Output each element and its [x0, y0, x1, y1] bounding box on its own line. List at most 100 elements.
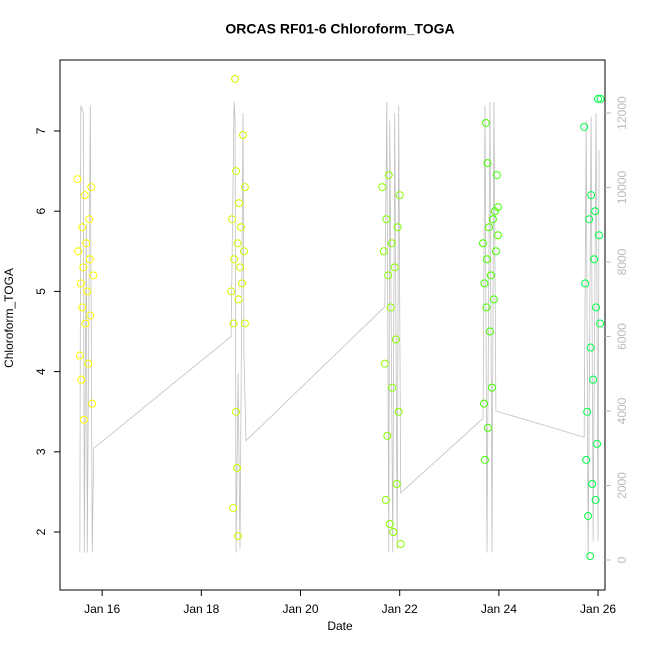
- point: [393, 223, 402, 232]
- point: [386, 303, 395, 312]
- point: [493, 231, 502, 240]
- point: [87, 183, 96, 192]
- point: [491, 247, 500, 256]
- point: [230, 255, 239, 264]
- y2-tick-label: 10000: [615, 171, 629, 205]
- point: [584, 511, 593, 520]
- point: [84, 359, 93, 368]
- x-tick-label: Jan 16: [84, 602, 120, 616]
- point: [596, 319, 605, 328]
- point: [232, 167, 241, 176]
- point: [234, 295, 243, 304]
- point: [595, 231, 604, 240]
- point: [391, 335, 400, 344]
- point: [587, 191, 596, 200]
- x-tick-label: Jan 20: [282, 602, 318, 616]
- point: [89, 271, 98, 280]
- point: [233, 239, 242, 248]
- point: [580, 122, 589, 131]
- point: [73, 175, 82, 184]
- point: [593, 439, 602, 448]
- y-tick-label: 5: [34, 288, 48, 295]
- point: [493, 203, 502, 212]
- point: [589, 375, 598, 384]
- y-tick-label: 4: [34, 368, 48, 375]
- point: [384, 271, 393, 280]
- point: [395, 191, 404, 200]
- point: [239, 247, 248, 256]
- point: [490, 207, 499, 216]
- point: [387, 239, 396, 248]
- point: [235, 199, 244, 208]
- point: [588, 479, 597, 488]
- point: [237, 223, 246, 232]
- point: [240, 319, 249, 328]
- point: [78, 223, 87, 232]
- point: [85, 255, 94, 264]
- point: [381, 495, 390, 504]
- x-axis-label: Date: [327, 619, 353, 633]
- point: [380, 359, 389, 368]
- y2-tick-label: 12000: [615, 96, 629, 130]
- point: [86, 311, 95, 320]
- y2-tick-label: 6000: [615, 323, 629, 350]
- point: [82, 239, 91, 248]
- point: [384, 171, 393, 180]
- point: [489, 295, 498, 304]
- point: [394, 407, 403, 416]
- point: [486, 271, 495, 280]
- point: [80, 191, 89, 200]
- point: [487, 383, 496, 392]
- point: [385, 519, 394, 528]
- point: [585, 215, 594, 224]
- y-tick-label: 6: [34, 208, 48, 215]
- point: [83, 287, 92, 296]
- chart-title: ORCAS RF01-6 Chloroform_TOGA: [225, 21, 454, 37]
- x-tick-label: Jan 24: [481, 602, 517, 616]
- point: [581, 279, 590, 288]
- point: [482, 303, 491, 312]
- point: [481, 118, 490, 127]
- point: [484, 223, 493, 232]
- point: [485, 327, 494, 336]
- point: [586, 552, 595, 561]
- plot-frame: [59, 59, 606, 591]
- point: [396, 540, 405, 549]
- point: [234, 532, 243, 541]
- point: [480, 279, 489, 288]
- point: [78, 303, 87, 312]
- point: [85, 215, 94, 224]
- point: [592, 303, 601, 312]
- y-axis-label: Chloroform_TOGA: [2, 268, 16, 368]
- point: [228, 215, 237, 224]
- point: [389, 528, 398, 537]
- point: [392, 479, 401, 488]
- point: [390, 263, 399, 272]
- point: [237, 279, 246, 288]
- x-tick-label: Jan 22: [382, 602, 418, 616]
- point: [229, 319, 238, 328]
- point: [236, 263, 245, 272]
- point: [594, 94, 603, 103]
- y2-tick-label: 8000: [615, 248, 629, 275]
- point: [232, 407, 241, 416]
- x-tick-label: Jan 18: [183, 602, 219, 616]
- point: [76, 279, 85, 288]
- point: [479, 399, 488, 408]
- point: [74, 247, 83, 256]
- point: [231, 74, 240, 83]
- y2-tick-label: 2000: [615, 472, 629, 499]
- point: [482, 255, 491, 264]
- y2-tick-label: 4000: [615, 397, 629, 424]
- point: [240, 183, 249, 192]
- point: [583, 407, 592, 416]
- point: [79, 263, 88, 272]
- point: [77, 375, 86, 384]
- y-tick-label: 7: [34, 127, 48, 134]
- point: [227, 287, 236, 296]
- altitude-line: [79, 101, 600, 561]
- point: [590, 255, 599, 264]
- point: [492, 171, 501, 180]
- y-tick-label: 2: [34, 528, 48, 535]
